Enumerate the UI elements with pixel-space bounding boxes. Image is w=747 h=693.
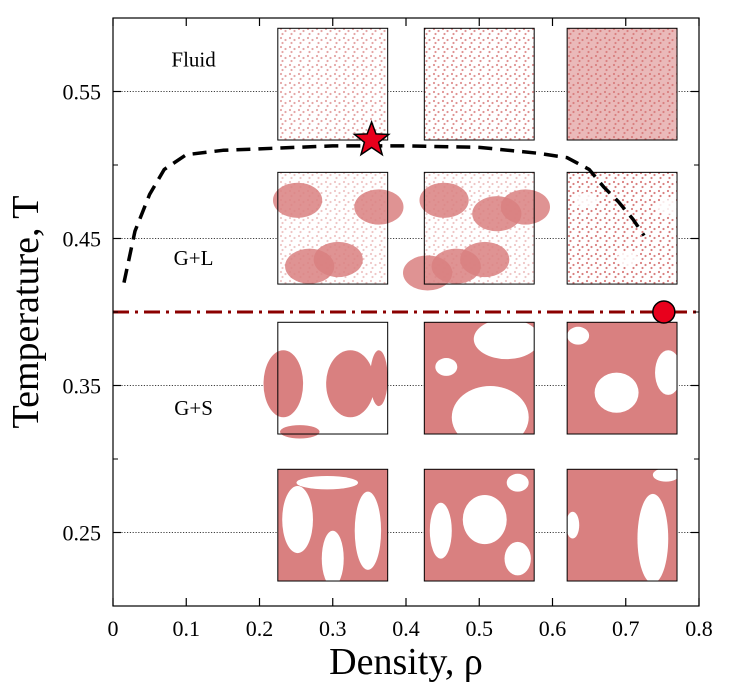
snapshot-cluster [354,189,404,225]
snapshot-border [566,27,678,141]
snapshot-droplet [280,425,320,439]
axis-ticks: 0 0.1 0.2 0.3 0.4 0.5 0.6 0.7 0.8 0.25 0.35 0.45 0.5… [63,17,713,641]
snapshot-droplet [326,350,375,418]
snapshot-border [423,468,535,582]
snapshot-droplet [370,350,388,407]
snapshot-hole [321,530,344,587]
snapshot-hole [473,318,540,360]
snapshot-border [277,321,389,435]
snapshot-fill [424,28,535,141]
x-tick-label-1: 0.1 [173,616,201,641]
snapshot-hole [566,511,580,539]
snapshot-border [423,171,535,285]
snapshot-cluster [419,182,469,218]
snapshot-1-2 [566,171,680,285]
snapshot-border [566,171,678,285]
snapshot-hole [282,486,313,554]
snapshot-fill [277,28,388,141]
y-tick-label-1: 0.35 [63,374,102,399]
snapshot-cluster [616,251,639,268]
snapshot-hole [637,493,669,584]
snapshot-hole [429,502,452,559]
x-axis-title: Density, ρ [329,641,483,683]
snapshot-cluster [285,248,335,284]
x-tick-label-2: 0.2 [246,616,274,641]
snapshot-hole [462,494,507,545]
region-label-2: G+S [174,396,213,420]
snapshot-3-0 [277,468,389,587]
marker-circle-1 [652,300,676,324]
x-tick-label-8: 0.8 [685,616,713,641]
snapshot-3-2 [566,468,680,584]
snapshot-fill [567,172,678,285]
y-tick-label-0: 0.25 [63,521,102,546]
region-label-0: Fluid [171,48,216,72]
snapshot-hole [451,385,529,449]
x-tick-label-0: 0 [108,616,119,641]
snapshot-border [277,27,389,141]
snapshot-0-1 [423,27,535,141]
series-line-0 [122,144,646,283]
x-tick-label-6: 0.6 [539,616,567,641]
snapshot-hole [567,326,590,345]
snapshot-3-1 [423,468,535,582]
snapshot-border [277,171,389,285]
snapshot-insets [263,27,682,587]
snapshot-0-0 [277,27,389,141]
snapshot-tint [567,28,678,141]
snapshot-1-0 [272,171,404,285]
snapshot-0-2 [566,27,678,141]
snapshot-hole [655,350,682,395]
snapshot-cluster [657,199,680,215]
x-tick-label-3: 0.3 [319,616,347,641]
snapshot-border [566,321,678,435]
snapshot-border [566,468,678,582]
snapshot-cluster [402,255,453,291]
snapshot-2-1 [423,318,540,449]
snapshot-hole [504,541,531,576]
y-tick-label-3: 0.55 [63,80,102,105]
snapshot-hole [296,475,359,490]
snapshot-border [423,321,535,435]
snapshot-hole [506,473,529,492]
region-label-1: G+L [174,246,214,270]
y-tick-label-2: 0.45 [63,227,102,252]
x-tick-label-7: 0.7 [612,616,640,641]
snapshot-2-0 [263,321,389,439]
snapshot-hole [354,491,382,570]
series-layer [113,144,699,314]
snapshot-hole [435,358,458,376]
marker-star-0 [352,119,391,157]
y-axis-title: Temperature, T [5,196,47,429]
markers [352,119,676,324]
snapshot-cluster [576,192,598,208]
snapshot-border [423,27,535,141]
snapshot-1-1 [402,171,551,291]
x-tick-label-4: 0.4 [392,616,420,641]
snapshot-border [277,468,389,582]
snapshot-cluster [272,182,323,218]
snapshot-hole [652,468,680,482]
snapshot-cluster [472,196,522,232]
snapshot-2-2 [566,321,682,435]
x-tick-label-5: 0.5 [466,616,494,641]
region-labels: Fluid G+L G+S [171,48,216,420]
snapshot-hole [594,372,639,413]
snapshot-droplet [263,350,304,418]
